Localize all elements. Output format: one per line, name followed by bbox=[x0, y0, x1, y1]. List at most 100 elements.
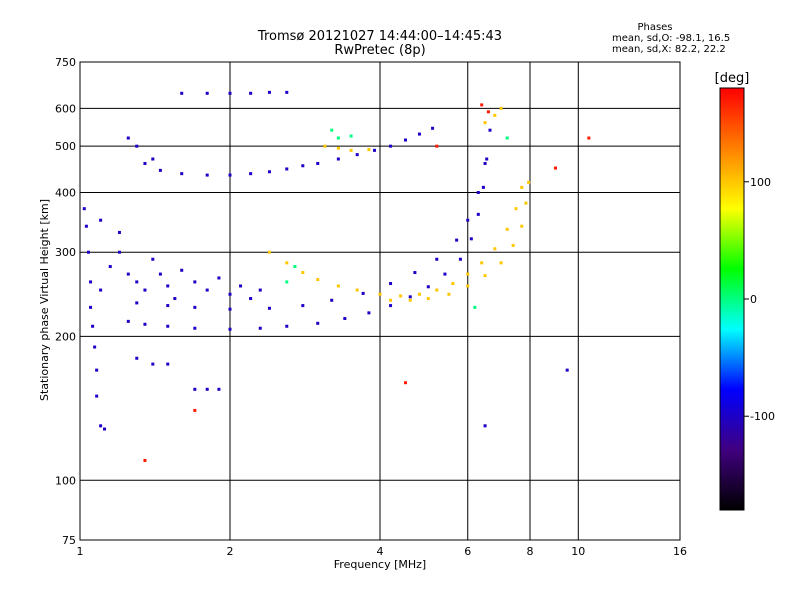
x-tick-label: 1 bbox=[77, 545, 84, 558]
data-point bbox=[316, 161, 320, 165]
y-tick-label: 200 bbox=[55, 330, 76, 343]
data-point bbox=[193, 326, 197, 330]
data-point bbox=[285, 324, 289, 328]
data-point bbox=[267, 306, 271, 310]
data-point bbox=[228, 307, 232, 311]
data-point bbox=[483, 121, 487, 125]
data-point bbox=[336, 136, 340, 140]
data-point bbox=[205, 387, 209, 391]
colorbar-tick-label: 100 bbox=[750, 176, 771, 189]
data-point bbox=[480, 103, 484, 107]
data-point bbox=[86, 250, 90, 254]
data-point bbox=[447, 292, 451, 296]
data-point bbox=[527, 180, 531, 184]
plot-frame bbox=[79, 61, 681, 541]
data-point bbox=[336, 284, 340, 288]
data-point bbox=[367, 311, 371, 315]
data-point bbox=[158, 272, 162, 276]
data-point bbox=[117, 230, 121, 234]
colorbar-tick-label: 0 bbox=[750, 293, 757, 306]
data-point bbox=[336, 146, 340, 150]
data-point bbox=[99, 288, 103, 292]
data-point bbox=[89, 280, 93, 284]
data-point bbox=[217, 387, 221, 391]
data-point bbox=[82, 207, 86, 211]
data-point bbox=[95, 368, 99, 372]
colorbar-tick-label: -100 bbox=[750, 410, 775, 423]
data-point bbox=[553, 166, 557, 170]
data-point bbox=[514, 207, 518, 211]
data-point bbox=[483, 274, 487, 278]
data-point bbox=[99, 218, 103, 222]
data-point bbox=[417, 292, 421, 296]
data-points bbox=[82, 90, 591, 462]
y-tick-label: 100 bbox=[55, 474, 76, 487]
data-point bbox=[95, 394, 99, 398]
data-point bbox=[408, 295, 412, 299]
data-point bbox=[403, 138, 407, 142]
data-point bbox=[151, 257, 155, 261]
data-point bbox=[180, 268, 184, 272]
data-point bbox=[143, 161, 147, 165]
data-point bbox=[417, 132, 421, 136]
data-point bbox=[505, 227, 509, 231]
phase-stats-o: mean, sd,O: -98.1, 16.5 bbox=[612, 33, 730, 44]
colorbar-ticks: 100 0 -100 bbox=[744, 176, 775, 423]
data-point bbox=[228, 292, 232, 296]
grid-lines bbox=[80, 62, 680, 540]
data-point bbox=[389, 144, 393, 148]
data-point bbox=[126, 136, 130, 140]
y-axis-ticks: 75 100 200 300 400 500 600 750 bbox=[55, 56, 76, 547]
x-tick-label: 2 bbox=[227, 545, 234, 558]
data-point bbox=[323, 144, 327, 148]
data-point bbox=[103, 427, 107, 431]
data-point bbox=[485, 157, 489, 161]
x-tick-label: 6 bbox=[464, 545, 471, 558]
data-point bbox=[408, 298, 412, 302]
data-point bbox=[166, 324, 170, 328]
data-point bbox=[239, 284, 243, 288]
data-point bbox=[399, 294, 403, 298]
colorbar bbox=[719, 87, 745, 511]
data-point bbox=[301, 271, 305, 275]
data-point bbox=[469, 237, 473, 241]
data-point bbox=[476, 190, 480, 194]
data-point bbox=[403, 381, 407, 385]
data-point bbox=[367, 148, 371, 152]
data-point bbox=[193, 280, 197, 284]
y-tick-label: 400 bbox=[55, 186, 76, 199]
data-point bbox=[228, 327, 232, 331]
data-point bbox=[378, 292, 382, 296]
data-point bbox=[565, 368, 569, 372]
phase-stats-heading: Phases bbox=[637, 22, 672, 33]
data-point bbox=[511, 243, 515, 247]
data-point bbox=[505, 136, 509, 140]
data-point bbox=[443, 272, 447, 276]
data-point bbox=[143, 322, 147, 326]
data-point bbox=[151, 362, 155, 366]
data-point bbox=[93, 345, 97, 349]
data-point bbox=[587, 136, 591, 140]
y-tick-label: 75 bbox=[62, 534, 76, 547]
x-axis-label: Frequency [MHz] bbox=[334, 558, 426, 571]
data-point bbox=[135, 356, 139, 360]
data-point bbox=[349, 148, 353, 152]
x-tick-label: 10 bbox=[571, 545, 585, 558]
data-point bbox=[435, 144, 439, 148]
data-point bbox=[473, 305, 477, 309]
colorbar-label: [deg] bbox=[715, 71, 750, 86]
y-tick-label: 300 bbox=[55, 246, 76, 259]
chart-subtitle: RwPretec (8p) bbox=[334, 43, 425, 58]
data-point bbox=[499, 261, 503, 265]
data-point bbox=[488, 128, 492, 132]
data-point bbox=[143, 288, 147, 292]
data-point bbox=[435, 288, 439, 292]
data-point bbox=[455, 238, 459, 242]
data-point bbox=[151, 157, 155, 161]
x-axis-ticks: 1 2 4 6 8 10 16 bbox=[77, 545, 688, 558]
chart-title: Tromsø 20121027 14:44:00–14:45:43 bbox=[257, 29, 502, 44]
data-point bbox=[126, 272, 130, 276]
data-point bbox=[135, 301, 139, 305]
data-point bbox=[293, 265, 297, 269]
